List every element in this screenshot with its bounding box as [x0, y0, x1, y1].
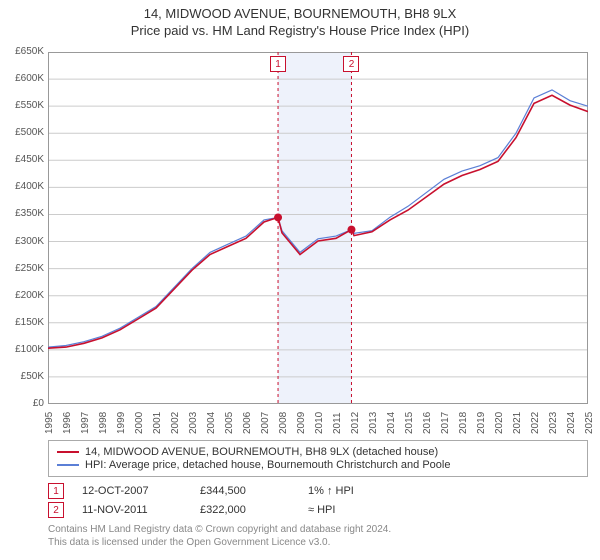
x-tick-label: 2012 [350, 412, 361, 434]
x-tick-label: 2007 [260, 412, 271, 434]
x-tick-label: 2008 [278, 412, 289, 434]
x-tick-label: 2024 [566, 412, 577, 434]
x-axis-ticks: 1995199619971998199920002001200220032004… [48, 404, 588, 440]
x-tick-label: 2019 [476, 412, 487, 434]
x-tick-label: 2020 [494, 412, 505, 434]
x-tick-label: 2016 [422, 412, 433, 434]
chart-svg [48, 52, 588, 404]
legend: 14, MIDWOOD AVENUE, BOURNEMOUTH, BH8 9LX… [48, 440, 588, 477]
chart: 12 [48, 52, 588, 404]
x-tick-label: 2013 [368, 412, 379, 434]
x-tick-label: 2021 [512, 412, 523, 434]
page-subtitle: Price paid vs. HM Land Registry's House … [0, 23, 600, 38]
y-tick-label: £400K [0, 181, 44, 192]
y-tick-label: £450K [0, 154, 44, 165]
x-tick-label: 2005 [224, 412, 235, 434]
x-tick-label: 2023 [548, 412, 559, 434]
y-tick-label: £100K [0, 344, 44, 355]
transactions-table: 1 12-OCT-2007 £344,500 1% ↑ HPI 2 11-NOV… [48, 483, 588, 518]
transaction-badge: 1 [48, 483, 64, 499]
x-tick-label: 2017 [440, 412, 451, 434]
y-tick-label: £600K [0, 73, 44, 84]
x-tick-label: 1998 [98, 412, 109, 434]
x-tick-label: 2014 [386, 412, 397, 434]
table-row: 1 12-OCT-2007 £344,500 1% ↑ HPI [48, 483, 588, 499]
transaction-price: £344,500 [200, 485, 290, 497]
y-tick-label: £650K [0, 46, 44, 57]
legend-label-subject: 14, MIDWOOD AVENUE, BOURNEMOUTH, BH8 9LX… [85, 446, 438, 458]
x-tick-label: 2022 [530, 412, 541, 434]
footer: Contains HM Land Registry data © Crown c… [48, 524, 588, 549]
legend-label-hpi: HPI: Average price, detached house, Bour… [85, 459, 450, 471]
page-title: 14, MIDWOOD AVENUE, BOURNEMOUTH, BH8 9LX [0, 6, 600, 21]
x-tick-label: 2003 [188, 412, 199, 434]
x-tick-label: 1997 [80, 412, 91, 434]
footer-line2: This data is licensed under the Open Gov… [48, 537, 588, 550]
transaction-delta: 1% ↑ HPI [308, 485, 428, 497]
x-tick-label: 1996 [62, 412, 73, 434]
y-tick-label: £0 [0, 398, 44, 409]
x-tick-label: 2004 [206, 412, 217, 434]
table-row: 2 11-NOV-2011 £322,000 ≈ HPI [48, 502, 588, 518]
legend-swatch-subject [57, 451, 79, 453]
x-tick-label: 2015 [404, 412, 415, 434]
y-axis-ticks: £0£50K£100K£150K£200K£250K£300K£350K£400… [0, 52, 44, 404]
transaction-date: 11-NOV-2011 [82, 504, 182, 516]
x-tick-label: 1999 [116, 412, 127, 434]
chart-marker-badge: 1 [270, 56, 286, 72]
legend-item-subject: 14, MIDWOOD AVENUE, BOURNEMOUTH, BH8 9LX… [57, 446, 579, 458]
y-tick-label: £150K [0, 317, 44, 328]
y-tick-label: £200K [0, 290, 44, 301]
x-tick-label: 2011 [332, 412, 343, 434]
x-tick-label: 2002 [170, 412, 181, 434]
chart-marker-badge: 2 [343, 56, 359, 72]
x-tick-label: 2006 [242, 412, 253, 434]
y-tick-label: £350K [0, 208, 44, 219]
transaction-price: £322,000 [200, 504, 290, 516]
x-tick-label: 1995 [44, 412, 55, 434]
footer-line1: Contains HM Land Registry data © Crown c… [48, 524, 588, 537]
x-tick-label: 2001 [152, 412, 163, 434]
legend-item-hpi: HPI: Average price, detached house, Bour… [57, 459, 579, 471]
x-tick-label: 2025 [584, 412, 595, 434]
x-tick-label: 2018 [458, 412, 469, 434]
y-tick-label: £50K [0, 371, 44, 382]
legend-swatch-hpi [57, 464, 79, 466]
x-tick-label: 2009 [296, 412, 307, 434]
y-tick-label: £250K [0, 263, 44, 274]
x-tick-label: 2010 [314, 412, 325, 434]
transaction-delta: ≈ HPI [308, 504, 428, 516]
x-tick-label: 2000 [134, 412, 145, 434]
y-tick-label: £500K [0, 127, 44, 138]
transaction-badge: 2 [48, 502, 64, 518]
y-tick-label: £550K [0, 100, 44, 111]
y-tick-label: £300K [0, 236, 44, 247]
transaction-date: 12-OCT-2007 [82, 485, 182, 497]
